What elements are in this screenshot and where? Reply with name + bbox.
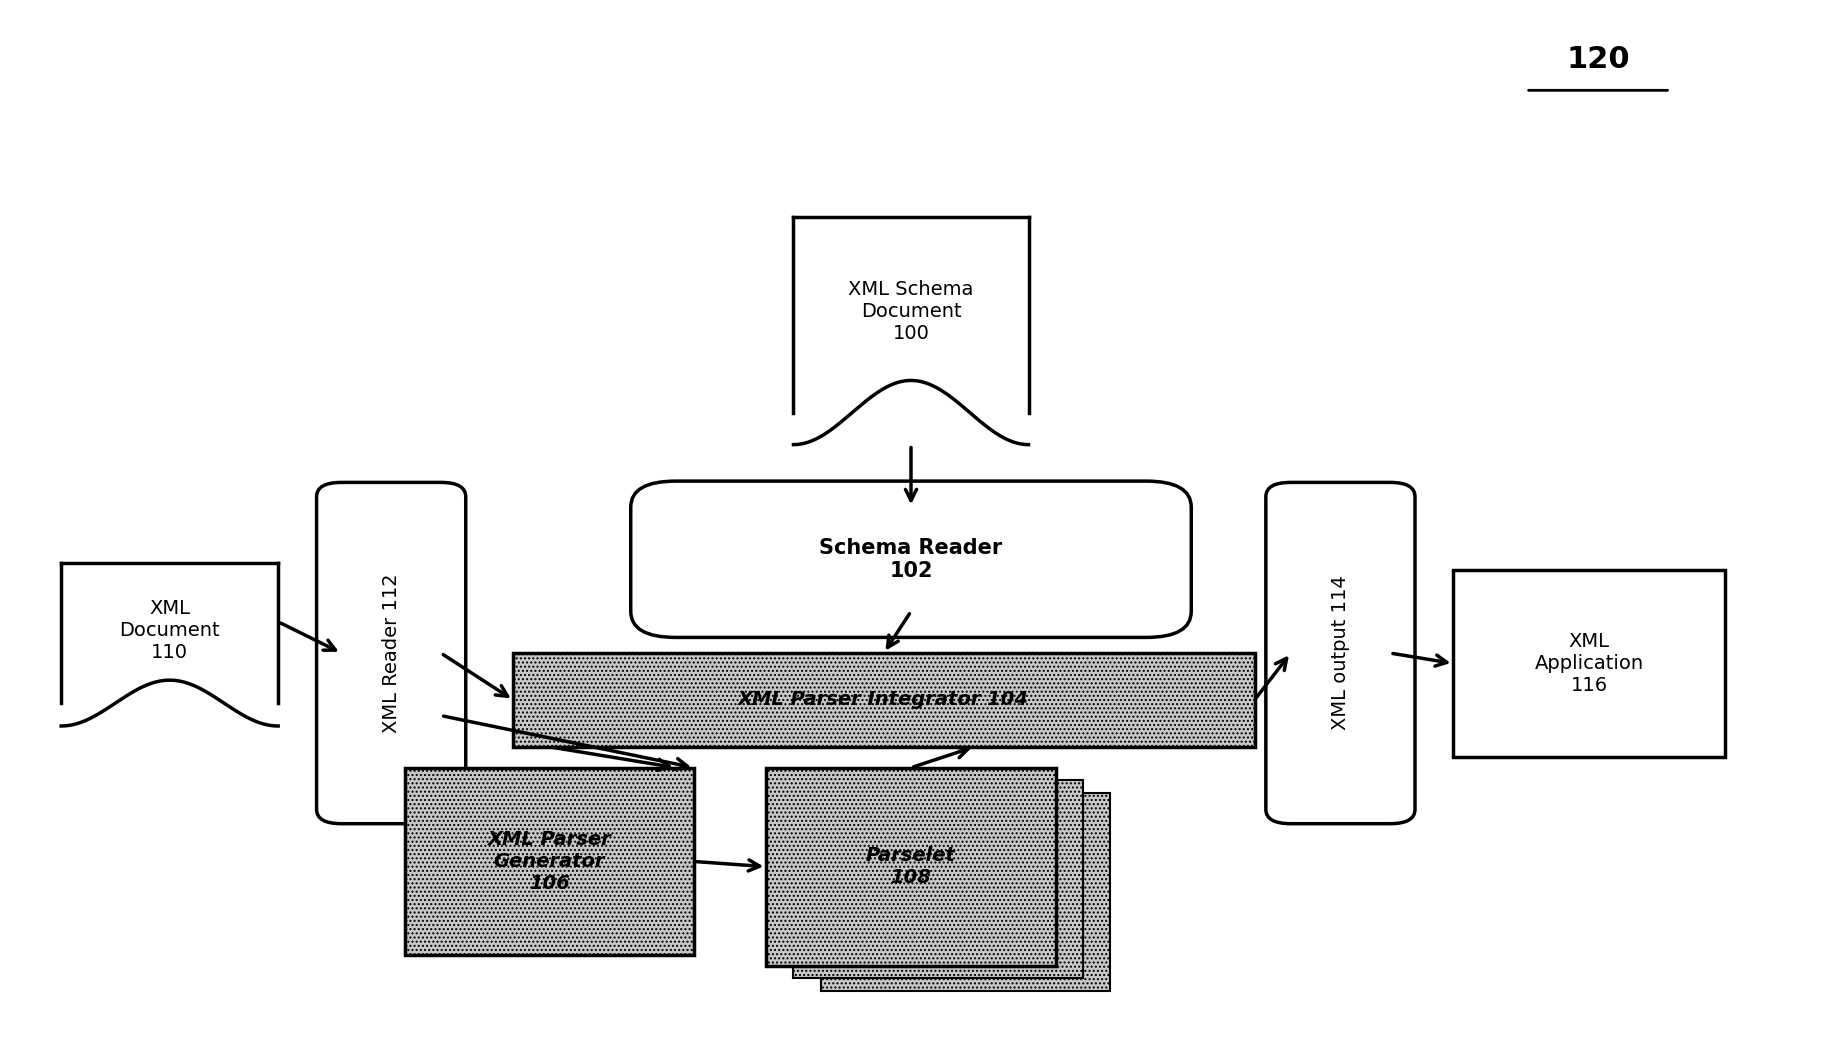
Text: XML output 114: XML output 114 xyxy=(1330,576,1350,731)
FancyBboxPatch shape xyxy=(1266,483,1416,824)
Bar xyxy=(1454,569,1725,757)
Text: Schema Reader
102: Schema Reader 102 xyxy=(820,538,1002,581)
Text: XML Schema
Document
100: XML Schema Document 100 xyxy=(849,280,973,343)
Text: XML Parser
Generator
106: XML Parser Generator 106 xyxy=(488,830,610,893)
Text: XML Parser Integrator 104: XML Parser Integrator 104 xyxy=(738,691,1029,710)
FancyBboxPatch shape xyxy=(317,483,466,824)
Text: XML Reader 112: XML Reader 112 xyxy=(381,573,401,733)
Text: XML
Document
110: XML Document 110 xyxy=(120,600,220,662)
Bar xyxy=(514,653,1255,747)
Text: Parselet
108: Parselet 108 xyxy=(865,846,957,887)
Bar xyxy=(767,768,1055,965)
Polygon shape xyxy=(62,564,279,703)
Bar xyxy=(793,780,1082,978)
Polygon shape xyxy=(793,218,1029,413)
Polygon shape xyxy=(62,680,279,727)
Text: XML
Application
116: XML Application 116 xyxy=(1534,631,1643,695)
FancyBboxPatch shape xyxy=(630,482,1192,638)
Bar xyxy=(820,793,1110,991)
Text: 120: 120 xyxy=(1567,44,1631,74)
Polygon shape xyxy=(793,380,1029,445)
Bar xyxy=(404,768,694,956)
